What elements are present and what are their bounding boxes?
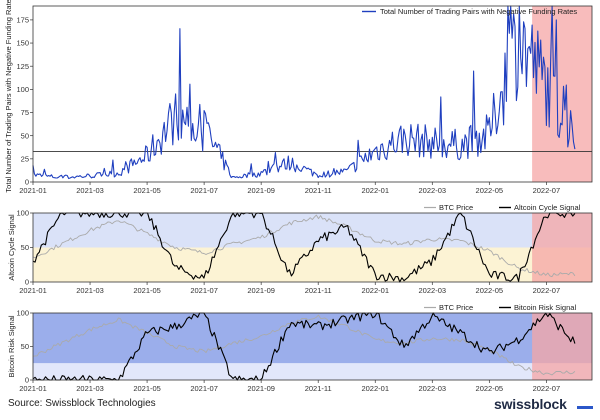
y-tick-label: 100 — [16, 209, 29, 218]
series-line-total-number-of-trading-pairs-with-negative-funding-rates — [32, 5, 576, 180]
plot-frame — [32, 5, 593, 183]
y-tick-label: 150 — [16, 39, 29, 48]
x-tick-label: 2022-07 — [533, 286, 561, 295]
x-tick-label: 2022-01 — [361, 384, 389, 393]
source-caption: Source: Swissblock Technologies — [8, 398, 156, 409]
legend-label-btc: BTC Price — [439, 303, 473, 312]
y-tick-label: 50 — [21, 342, 29, 351]
y-tick-label: 125 — [16, 62, 29, 71]
y-tick-label: 100 — [16, 309, 29, 318]
y-tick-label: 0 — [25, 178, 29, 187]
x-tick-label: 2021-09 — [247, 286, 275, 295]
x-tick-label: 2022-05 — [476, 384, 504, 393]
x-tick-label: 2022-03 — [419, 384, 447, 393]
x-tick-label: 2022-07 — [533, 186, 561, 195]
signal-band-2 — [33, 363, 592, 380]
y-tick-label: 50 — [21, 243, 29, 252]
y-tick-label: 100 — [16, 85, 29, 94]
y-tick-label: 0 — [25, 278, 29, 287]
x-tick-label: 2021-07 — [190, 186, 218, 195]
y-tick-label: 0 — [25, 376, 29, 385]
signal-band-1 — [33, 213, 592, 248]
x-tick-label: 2022-01 — [361, 286, 389, 295]
highlight-region — [532, 313, 592, 380]
x-tick-label: 2021-11 — [305, 384, 332, 393]
x-tick-label: 2022-03 — [419, 286, 447, 295]
y-tick-label: 50 — [21, 131, 29, 140]
y-tick-label: 75 — [21, 108, 29, 117]
x-tick-label: 2021-11 — [305, 186, 332, 195]
x-tick-label: 2021-09 — [247, 186, 275, 195]
x-tick-label: 2021-07 — [190, 286, 218, 295]
legend-label: Total Number of Trading Pairs with Negat… — [380, 7, 577, 16]
legend-label-btc: BTC Price — [439, 203, 473, 212]
x-tick-label: 2021-01 — [19, 286, 47, 295]
chart-panel-3: 0 50 100 2021-01 2021-03 2021-05 2021-07 2021-0… — [7, 303, 593, 393]
x-tick-label: 2022-03 — [419, 186, 447, 195]
chart-panel-1: 0 25 50 75 100 125 150 175 2021-01 2021-03 2021-05… — [4, 0, 593, 195]
chart-panel-2: 0 50 100 2021-01 2021-03 2021-05 2021-07 2021-0… — [7, 203, 593, 295]
legend-label-signal: Altcoin Cycle Signal — [514, 203, 581, 212]
brand-mark-icon — [577, 406, 593, 409]
x-tick-label: 2021-01 — [19, 384, 47, 393]
highlight-region — [532, 213, 592, 282]
brand-logo: swissblock — [494, 396, 567, 412]
y-tick-label: 175 — [16, 15, 29, 24]
x-tick-label: 2021-05 — [133, 286, 161, 295]
x-tick-label: 2022-05 — [476, 286, 504, 295]
x-tick-label: 2021-11 — [305, 286, 332, 295]
y-axis-label: Altcoin Cycle Signal — [7, 214, 16, 281]
x-tick-label: 2021-05 — [133, 384, 161, 393]
x-tick-label: 2021-09 — [247, 384, 275, 393]
x-tick-label: 2021-05 — [133, 186, 161, 195]
x-tick-label: 2021-03 — [76, 384, 104, 393]
x-tick-label: 2021-01 — [19, 186, 47, 195]
x-tick-label: 2021-07 — [190, 384, 218, 393]
series-line-btc-price — [32, 214, 576, 278]
highlight-region — [532, 6, 592, 182]
legend-label-signal: Bitcoin Risk Signal — [514, 303, 576, 312]
y-axis-label: Bitcoin Risk Signal — [7, 315, 16, 377]
series-line-altcoin-cycle-signal — [32, 212, 576, 283]
x-tick-label: 2022-01 — [361, 186, 389, 195]
x-tick-label: 2021-03 — [76, 286, 104, 295]
x-tick-label: 2022-07 — [533, 384, 561, 393]
series-line-bitcoin-risk-signal — [32, 312, 576, 381]
x-tick-label: 2022-05 — [476, 186, 504, 195]
x-tick-label: 2021-03 — [76, 186, 104, 195]
y-tick-label: 25 — [21, 154, 29, 163]
y-axis-label: Total Number of Trading Pairs with Negat… — [4, 0, 13, 193]
